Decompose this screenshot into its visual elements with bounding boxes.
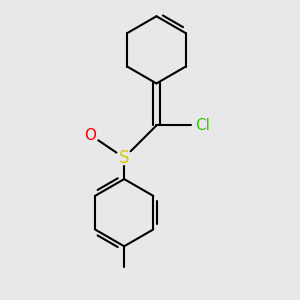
Text: O: O [85, 128, 97, 142]
Text: Cl: Cl [195, 118, 210, 133]
Text: S: S [119, 149, 129, 167]
